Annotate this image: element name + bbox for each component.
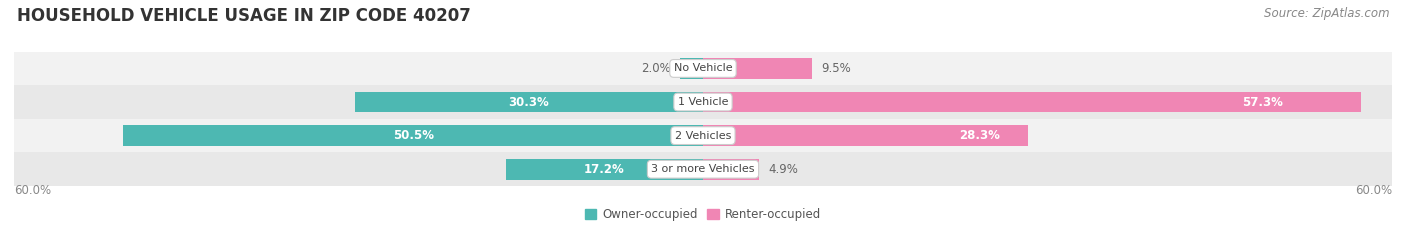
Text: No Vehicle: No Vehicle (673, 63, 733, 73)
Text: 60.0%: 60.0% (14, 184, 51, 197)
Text: HOUSEHOLD VEHICLE USAGE IN ZIP CODE 40207: HOUSEHOLD VEHICLE USAGE IN ZIP CODE 4020… (17, 7, 471, 25)
Bar (703, 58, 813, 79)
Text: 9.5%: 9.5% (821, 62, 851, 75)
Bar (356, 92, 703, 113)
Bar (14, 85, 1392, 119)
Bar (14, 119, 1392, 152)
Text: 50.5%: 50.5% (392, 129, 433, 142)
Text: 30.3%: 30.3% (509, 96, 550, 109)
Text: 2 Vehicles: 2 Vehicles (675, 131, 731, 141)
Bar (703, 159, 759, 180)
Bar (506, 159, 703, 180)
Text: 28.3%: 28.3% (959, 129, 1000, 142)
Text: Source: ZipAtlas.com: Source: ZipAtlas.com (1264, 7, 1389, 20)
Text: 1 Vehicle: 1 Vehicle (678, 97, 728, 107)
Text: 2.0%: 2.0% (641, 62, 671, 75)
Bar (14, 152, 1392, 186)
Text: 60.0%: 60.0% (1355, 184, 1392, 197)
Bar (703, 125, 1028, 146)
Legend: Owner-occupied, Renter-occupied: Owner-occupied, Renter-occupied (579, 203, 827, 226)
Bar (124, 125, 703, 146)
Bar (14, 52, 1392, 85)
Text: 17.2%: 17.2% (583, 163, 624, 176)
Text: 3 or more Vehicles: 3 or more Vehicles (651, 164, 755, 174)
Bar (703, 92, 1361, 113)
Bar (681, 58, 703, 79)
Text: 4.9%: 4.9% (769, 163, 799, 176)
Text: 57.3%: 57.3% (1241, 96, 1282, 109)
